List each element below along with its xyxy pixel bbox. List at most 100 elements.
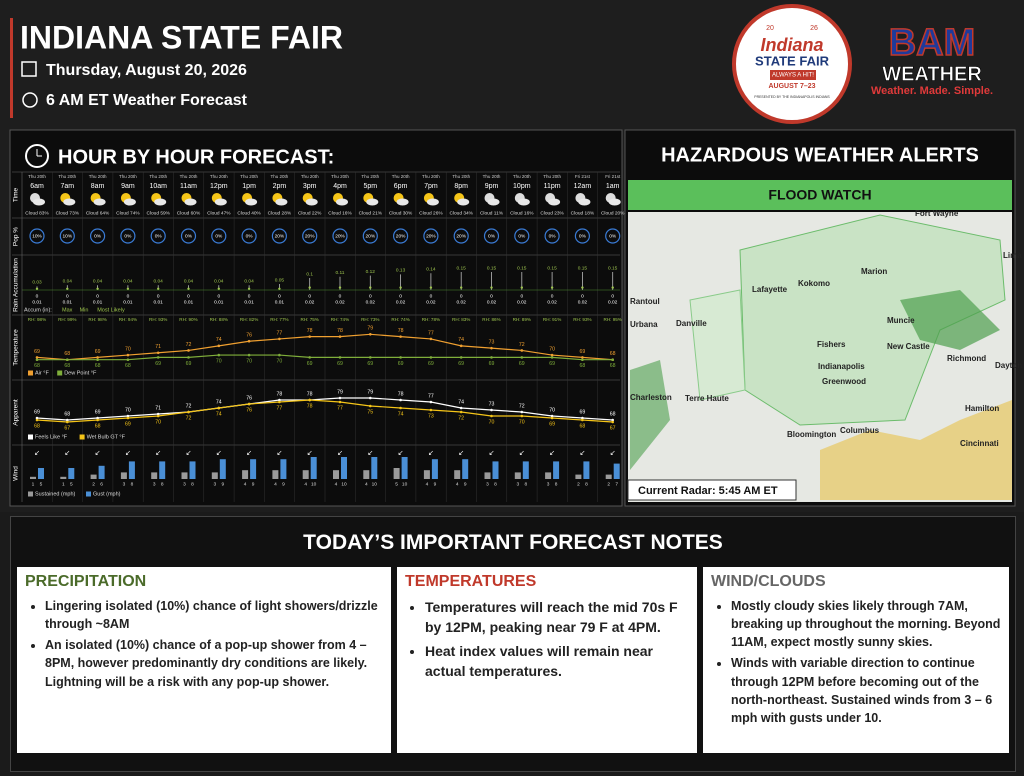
feels-label: 78 <box>307 391 313 397</box>
wetbulb-point <box>459 410 463 414</box>
pop-ring <box>271 228 287 244</box>
feels-line <box>36 397 613 421</box>
pop-label: 0% <box>579 233 587 239</box>
sustained-label: 3 <box>486 481 489 487</box>
sustained-label: 3 <box>516 481 519 487</box>
sustained-label: 4 <box>365 481 368 487</box>
rain-min-label: 0 <box>551 293 554 299</box>
temp-label: 73 <box>489 340 495 346</box>
gust-label: 10 <box>402 481 408 487</box>
city-label: Danville <box>676 319 707 328</box>
cloud-label: Cloud 59% <box>146 210 170 216</box>
temp-line <box>36 333 613 361</box>
notes-title: TODAY’S IMPORTANT FORECAST NOTES <box>303 531 723 554</box>
rain-min-label: 0 <box>96 293 99 299</box>
rain-max-label: 0.11 <box>336 270 345 276</box>
temp-point <box>187 349 190 352</box>
wind-arrow: ↙ <box>307 450 313 457</box>
rain-min-label: 0 <box>369 293 372 299</box>
sustained-bar <box>393 468 400 479</box>
dew-point <box>550 356 554 359</box>
rain-min-label: 0 <box>611 293 614 299</box>
alerts-title: HAZARDOUS WEATHER ALERTS <box>661 144 979 166</box>
feels-label: 70 <box>549 407 555 413</box>
rain-likely <box>247 287 251 290</box>
wetbulb-point <box>429 408 433 412</box>
sustained-bar <box>90 474 97 479</box>
rain-likely <box>369 286 372 289</box>
sustained-bar <box>545 472 552 479</box>
gust-label: 5 <box>40 481 43 487</box>
temp-label: 79 <box>367 326 373 332</box>
rain-likely-label: 0.02 <box>426 299 436 305</box>
city-label: Richmond <box>947 354 986 363</box>
wetbulb-point <box>35 418 39 422</box>
pop-label: 0% <box>94 233 102 239</box>
weather-icon <box>275 198 288 206</box>
dew-point <box>278 353 281 357</box>
weather-icon <box>608 198 621 206</box>
rain-min-label: 0 <box>36 293 39 299</box>
row-label: Time <box>13 188 20 203</box>
day-label: Thu 20th <box>543 174 561 179</box>
dew-point <box>338 356 342 359</box>
dew-label: 70 <box>277 358 283 364</box>
wetbulb-point <box>126 416 130 420</box>
wind-arrow: ↙ <box>458 450 464 457</box>
dew-point <box>611 358 614 361</box>
dew-label: 69 <box>367 361 373 367</box>
city-label: Bloomington <box>787 430 836 439</box>
day-label: Thu 20th <box>422 174 440 179</box>
pop-ring <box>211 228 227 244</box>
subtitle: 6 AM ET Weather Forecast <box>46 92 248 109</box>
rain-max-label: 0.04 <box>244 278 254 284</box>
day-label: Thu 20th <box>89 174 107 179</box>
day-label: Thu 20th <box>28 174 46 179</box>
wetbulb-point <box>96 418 99 422</box>
legend-swatch <box>86 491 91 497</box>
rain-max-label: 0.04 <box>63 278 73 284</box>
rain-min-label: 0 <box>217 293 220 299</box>
wetbulb-label: 68 <box>34 423 40 429</box>
rain-min-label: 0 <box>581 293 584 299</box>
legend-swatch <box>57 370 63 376</box>
wetbulb-label: 77 <box>277 405 283 411</box>
row-label: Temperature <box>13 329 20 366</box>
rain-max-label: 0.03 <box>32 280 42 286</box>
wetbulb-label: 72 <box>458 415 464 421</box>
temp-label: 70 <box>125 346 131 352</box>
pop-label: 20% <box>365 233 375 239</box>
temp-label: 74 <box>458 337 464 343</box>
wetbulb-point <box>399 406 402 410</box>
time-label: 7am <box>60 183 74 190</box>
pop-ring <box>393 228 409 244</box>
gust-bar <box>522 461 529 479</box>
cloud-label: Cloud 83% <box>25 210 49 216</box>
day-label: Thu 20th <box>119 174 137 179</box>
note-list: Lingering isolated (10%) chance of light… <box>25 597 383 691</box>
sustained-label: 5 <box>395 481 398 487</box>
rain-max-label: 0.1 <box>306 271 313 277</box>
weather-icon <box>93 198 106 206</box>
rh-label: RH: 99% <box>58 317 76 322</box>
gust-label: 9 <box>282 481 285 487</box>
top-area: INDIANA STATE FAIR Thursday, August 20, … <box>9 4 1016 507</box>
feels-label: 71 <box>155 405 161 411</box>
note-bullet: An isolated (10%) chance of a pop-up sho… <box>45 636 383 690</box>
temp-point <box>278 337 281 341</box>
city-label: Charleston <box>630 393 672 402</box>
cloud-label: Cloud 20% <box>601 210 625 216</box>
temp-label: 78 <box>337 328 343 334</box>
feels-point <box>369 396 372 400</box>
pop-ring <box>120 228 136 244</box>
temp-label: 68 <box>64 351 70 357</box>
wetbulb-point <box>490 414 493 418</box>
gust-bar <box>219 459 226 479</box>
pop-label: 20% <box>456 233 466 239</box>
note-heading: WIND/CLOUDS <box>711 573 826 590</box>
bam-weather: WEATHER <box>882 63 982 85</box>
day-label: Thu 20th <box>331 174 349 179</box>
time-label: 9pm <box>485 183 499 190</box>
dew-label: 69 <box>428 361 434 367</box>
